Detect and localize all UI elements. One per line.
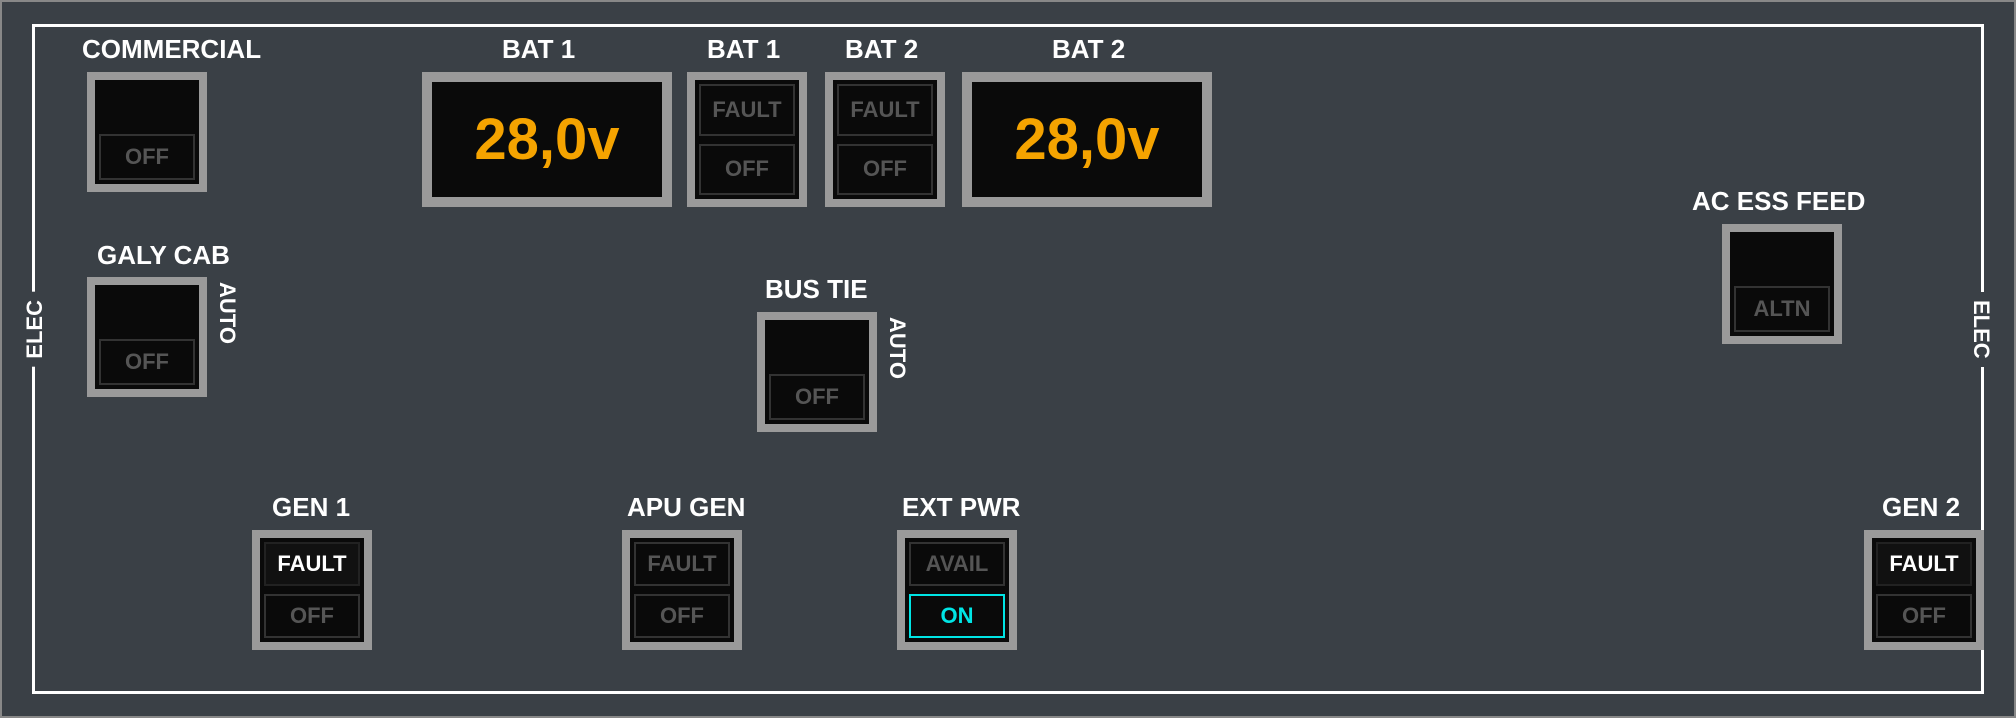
gen1-button[interactable]: FAULT OFF xyxy=(252,530,372,650)
bus-tie-button[interactable]: OFF xyxy=(757,312,877,432)
ac-ess-feed-top xyxy=(1734,236,1830,278)
bat1-display-label: BAT 1 xyxy=(502,34,575,65)
border-top xyxy=(32,24,1984,27)
galy-cab-top xyxy=(99,289,195,331)
bat2-button[interactable]: FAULT OFF xyxy=(825,72,945,207)
bat1-value: 28,0v xyxy=(474,106,619,173)
gen1-off: OFF xyxy=(264,594,360,638)
side-label-left: ELEC xyxy=(22,292,48,367)
bus-tie-auto-label: AUTO xyxy=(884,317,910,379)
bat2-display: 28,0v xyxy=(962,72,1212,207)
gen1-label: GEN 1 xyxy=(272,492,350,523)
bus-tie-label: BUS TIE xyxy=(765,274,868,305)
gen2-label: GEN 2 xyxy=(1882,492,1960,523)
bat1-button[interactable]: FAULT OFF xyxy=(687,72,807,207)
bat1-display: 28,0v xyxy=(422,72,672,207)
galy-cab-button[interactable]: OFF xyxy=(87,277,207,397)
galy-cab-bottom: OFF xyxy=(99,339,195,385)
apu-gen-off: OFF xyxy=(634,594,730,638)
gen2-off: OFF xyxy=(1876,594,1972,638)
bat2-display-label: BAT 2 xyxy=(1052,34,1125,65)
commercial-label: COMMERCIAL xyxy=(82,34,261,65)
bat2-fault: FAULT xyxy=(837,84,933,136)
gen1-fault: FAULT xyxy=(264,542,360,586)
ext-pwr-on: ON xyxy=(909,594,1005,638)
bat2-value: 28,0v xyxy=(1014,106,1159,173)
commercial-button[interactable]: OFF xyxy=(87,72,207,192)
bat2-off: OFF xyxy=(837,144,933,196)
gen2-button[interactable]: FAULT OFF xyxy=(1864,530,1984,650)
galy-cab-auto-label: AUTO xyxy=(214,282,240,344)
ext-pwr-button[interactable]: AVAIL ON xyxy=(897,530,1017,650)
apu-gen-button[interactable]: FAULT OFF xyxy=(622,530,742,650)
bat1-off: OFF xyxy=(699,144,795,196)
galy-cab-label: GALY CAB xyxy=(97,240,230,271)
apu-gen-label: APU GEN xyxy=(627,492,745,523)
ac-ess-feed-bottom: ALTN xyxy=(1734,286,1830,332)
bat1-btn-label: BAT 1 xyxy=(707,34,780,65)
bus-tie-bottom: OFF xyxy=(769,374,865,420)
ext-pwr-label: EXT PWR xyxy=(902,492,1020,523)
ext-pwr-avail: AVAIL xyxy=(909,542,1005,586)
border-bottom xyxy=(32,691,1984,694)
side-label-right: ELEC xyxy=(1968,292,1994,367)
commercial-top xyxy=(99,84,195,126)
bus-tie-top xyxy=(769,324,865,366)
gen2-fault: FAULT xyxy=(1876,542,1972,586)
apu-gen-fault: FAULT xyxy=(634,542,730,586)
ac-ess-feed-button[interactable]: ALTN xyxy=(1722,224,1842,344)
ac-ess-feed-label: AC ESS FEED xyxy=(1692,186,1865,217)
commercial-bottom: OFF xyxy=(99,134,195,180)
elec-panel: ELEC ELEC COMMERCIAL OFF GALY CAB OFF AU… xyxy=(0,0,2016,718)
bat2-btn-label: BAT 2 xyxy=(845,34,918,65)
bat1-fault: FAULT xyxy=(699,84,795,136)
